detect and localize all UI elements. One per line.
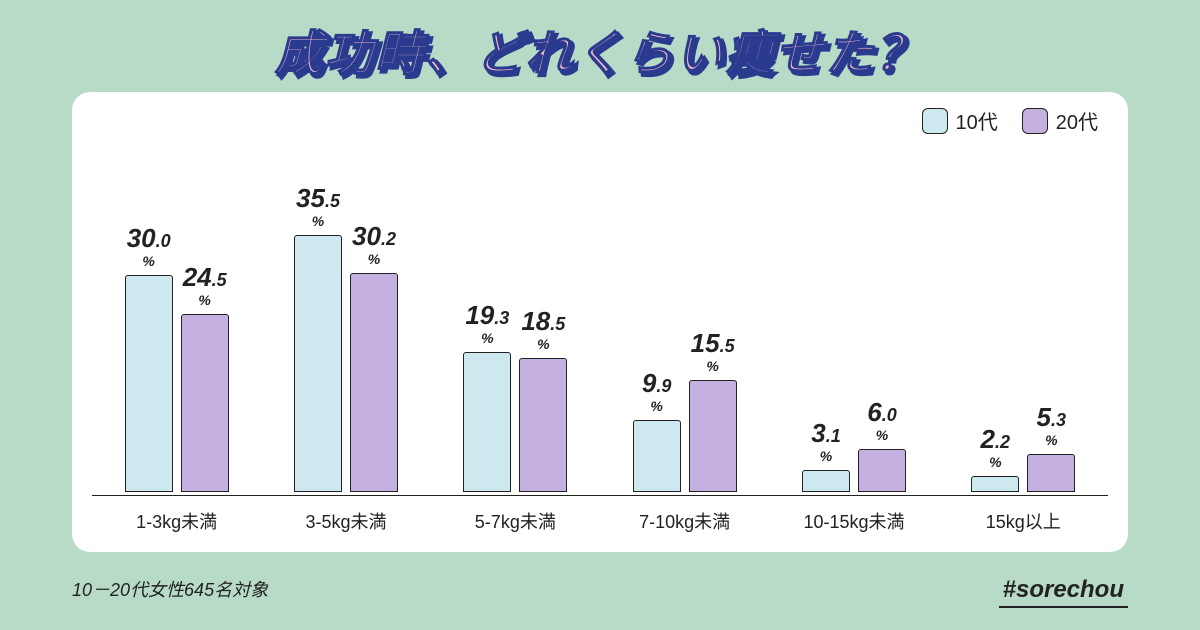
bar [1027, 454, 1075, 492]
legend: 10代 20代 [922, 106, 1099, 135]
x-label: 3-5kg未満 [271, 508, 421, 534]
bar-b: 15.5% [689, 152, 737, 492]
bar [971, 476, 1019, 492]
x-label: 5-7kg未満 [440, 508, 590, 534]
swatch-10s [922, 108, 948, 134]
bar [181, 314, 229, 492]
percent-label: % [820, 448, 832, 464]
legend-label-10s: 10代 [956, 106, 998, 135]
bar [125, 275, 173, 493]
legend-item-20s: 20代 [1022, 106, 1098, 135]
x-labels: 1-3kg未満 3-5kg未満 5-7kg未満 7-10kg未満 10-15kg未満 15… [92, 508, 1108, 534]
bar-group: 19.3%18.5% [463, 152, 567, 492]
x-label: 10-15kg未満 [779, 508, 929, 534]
bar-value: 19.3 [465, 302, 509, 328]
bar-value: 6.0 [867, 399, 896, 425]
bar [519, 358, 567, 492]
bar-a: 30.0% [125, 152, 173, 492]
percent-label: % [142, 253, 154, 269]
bar-value: 30.2 [352, 223, 396, 249]
bar-b: 18.5% [519, 152, 567, 492]
percent-label: % [312, 213, 324, 229]
bar-group: 3.1%6.0% [802, 152, 906, 492]
bar-value: 18.5 [521, 308, 565, 334]
bar-group: 9.9%15.5% [633, 152, 737, 492]
legend-label-20s: 20代 [1056, 106, 1098, 135]
bar-value: 2.2 [981, 426, 1010, 452]
chart-title: 成功時、どれくらい痩せた？ [275, 14, 925, 84]
bar-group: 30.0%24.5% [125, 152, 229, 492]
footnote: 10－20代女性645名対象 [72, 576, 268, 602]
hashtag: #sorechou [999, 576, 1128, 608]
percent-label: % [198, 292, 210, 308]
bar-value: 24.5 [183, 264, 227, 290]
bar-a: 3.1% [802, 152, 850, 492]
bar-a: 19.3% [463, 152, 511, 492]
bar-value: 15.5 [691, 330, 735, 356]
percent-label: % [876, 427, 888, 443]
bar [802, 470, 850, 492]
x-label: 7-10kg未満 [610, 508, 760, 534]
percent-label: % [537, 336, 549, 352]
bar [858, 449, 906, 493]
chart-card: 10代 20代 30.0%24.5%35.5%30.2%19.3%18.5%9.… [72, 92, 1128, 552]
percent-label: % [706, 358, 718, 374]
bar-value: 3.1 [811, 420, 840, 446]
bar-a: 2.2% [971, 152, 1019, 492]
legend-item-10s: 10代 [922, 106, 998, 135]
bar-b: 6.0% [858, 152, 906, 492]
bar-b: 5.3% [1027, 152, 1075, 492]
percent-label: % [650, 398, 662, 414]
percent-label: % [368, 251, 380, 267]
bar-b: 24.5% [181, 152, 229, 492]
bar [294, 235, 342, 492]
bar-group: 2.2%5.3% [971, 152, 1075, 492]
chart-area: 30.0%24.5%35.5%30.2%19.3%18.5%9.9%15.5%3… [92, 152, 1108, 492]
percent-label: % [989, 454, 1001, 470]
bar [689, 380, 737, 492]
bar-a: 9.9% [633, 152, 681, 492]
swatch-20s [1022, 108, 1048, 134]
bar [633, 420, 681, 492]
bar-value: 5.3 [1037, 404, 1066, 430]
bar [463, 352, 511, 492]
x-label: 1-3kg未満 [102, 508, 252, 534]
bar-value: 9.9 [642, 370, 671, 396]
bar-a: 35.5% [294, 152, 342, 492]
bar-group: 35.5%30.2% [294, 152, 398, 492]
bar-value: 30.0 [127, 225, 171, 251]
bar-b: 30.2% [350, 152, 398, 492]
percent-label: % [1045, 432, 1057, 448]
percent-label: % [481, 330, 493, 346]
bar-groups: 30.0%24.5%35.5%30.2%19.3%18.5%9.9%15.5%3… [92, 152, 1108, 492]
bar [350, 273, 398, 492]
bar-value: 35.5 [296, 185, 340, 211]
x-label: 15kg以上 [948, 508, 1098, 534]
x-axis [92, 495, 1108, 497]
